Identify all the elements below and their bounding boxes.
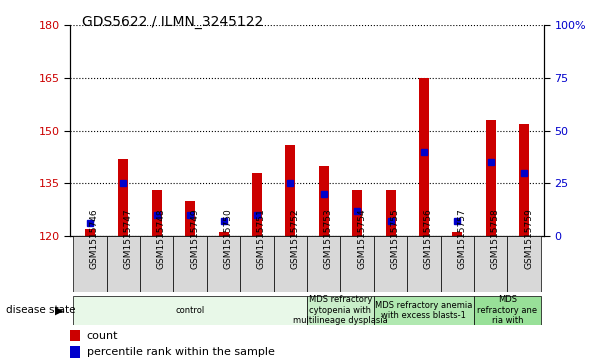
Text: MDS
refractory ane
ria with: MDS refractory ane ria with [477,295,537,325]
Text: control: control [176,306,205,315]
Bar [385,190,396,236]
Bar [73,236,106,292]
Bar [474,296,541,325]
Text: disease state: disease state [6,305,75,315]
Bar [274,236,307,292]
Text: GSM1515753: GSM1515753 [323,208,333,269]
Bar [307,236,340,292]
Text: GSM1515750: GSM1515750 [224,208,232,269]
Bar [218,232,229,236]
Bar [106,236,140,292]
Bar [207,236,240,292]
Bar [340,236,374,292]
Text: GSM1515755: GSM1515755 [390,208,399,269]
Bar [140,236,173,292]
Text: GSM1515747: GSM1515747 [123,208,133,269]
Bar [152,190,162,236]
Bar [240,236,274,292]
Bar [352,190,362,236]
Text: MDS refractory anemia
with excess blasts-1: MDS refractory anemia with excess blasts… [375,301,472,320]
Bar [307,296,374,325]
Bar [70,346,80,358]
Text: GSM1515754: GSM1515754 [357,208,366,269]
Bar [508,236,541,292]
Text: GSM1515758: GSM1515758 [491,208,500,269]
Bar [407,236,441,292]
Text: MDS refractory
cytopenia with
multilineage dysplasia: MDS refractory cytopenia with multilinea… [293,295,388,325]
Text: GDS5622 / ILMN_3245122: GDS5622 / ILMN_3245122 [82,15,263,29]
Bar [119,159,128,236]
Bar [185,201,195,236]
Bar [374,296,474,325]
Text: GSM1515749: GSM1515749 [190,208,199,269]
Bar [452,232,462,236]
Text: GSM1515756: GSM1515756 [424,208,433,269]
Bar [252,173,262,236]
Bar [441,236,474,292]
Text: GSM1515751: GSM1515751 [257,208,266,269]
Bar [419,78,429,236]
Bar [70,330,80,341]
Text: percentile rank within the sample: percentile rank within the sample [86,347,274,357]
Bar [319,166,329,236]
Bar [173,236,207,292]
Bar [519,124,529,236]
Bar [85,229,95,236]
Bar [374,236,407,292]
Bar [285,145,295,236]
Text: GSM1515752: GSM1515752 [291,208,299,269]
Text: GSM1515746: GSM1515746 [90,208,99,269]
Text: GSM1515759: GSM1515759 [524,208,533,269]
Text: GSM1515748: GSM1515748 [157,208,166,269]
Text: GSM1515757: GSM1515757 [457,208,466,269]
Text: ▶: ▶ [55,305,64,315]
Text: count: count [86,331,118,341]
Bar [73,296,307,325]
Bar [486,120,496,236]
Bar [474,236,508,292]
